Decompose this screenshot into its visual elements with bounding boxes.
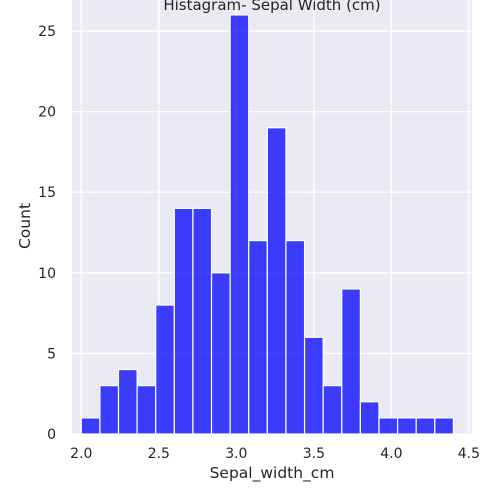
y-tick-label: 10 bbox=[38, 266, 56, 282]
histogram-bars bbox=[80, 14, 454, 435]
histogram-bar bbox=[359, 401, 380, 435]
histogram-bar bbox=[378, 417, 399, 435]
x-tick-label: 2.0 bbox=[70, 446, 92, 462]
y-tick-label: 5 bbox=[47, 346, 56, 362]
chart-title: Histagram- Sepal Width (cm) bbox=[163, 0, 380, 14]
y-tick-label: 0 bbox=[47, 427, 56, 443]
x-tick-label: 2.5 bbox=[148, 446, 170, 462]
x-tick-label: 3.0 bbox=[225, 446, 247, 462]
histogram-bar bbox=[136, 385, 157, 435]
y-axis-label: Count bbox=[16, 203, 34, 249]
histogram-bar bbox=[99, 385, 120, 435]
histogram-bar bbox=[322, 385, 343, 435]
y-tick-label: 20 bbox=[38, 105, 56, 121]
histogram-bar bbox=[80, 417, 101, 435]
y-tick-label: 15 bbox=[38, 185, 56, 201]
histogram-bar bbox=[210, 272, 231, 435]
x-axis-label: Sepal_width_cm bbox=[210, 464, 335, 483]
histogram-bar bbox=[434, 417, 454, 435]
histogram-bar bbox=[396, 417, 417, 435]
histogram-bar bbox=[192, 207, 213, 435]
histogram-bar bbox=[266, 127, 287, 435]
histogram-bar bbox=[155, 304, 175, 435]
histogram-bar bbox=[285, 239, 306, 435]
x-tick-label: 4.0 bbox=[380, 446, 402, 462]
histogram-bar bbox=[173, 207, 194, 435]
histogram-bar bbox=[415, 417, 436, 435]
histogram-bar bbox=[117, 368, 138, 435]
x-tick-label: 3.5 bbox=[303, 446, 325, 462]
y-tick-label: 25 bbox=[38, 24, 56, 40]
histogram-bar bbox=[229, 14, 250, 435]
x-tick-labels: 2.0 2.5 3.0 3.5 4.0 4.5 bbox=[70, 446, 480, 462]
histogram-bar bbox=[303, 336, 324, 435]
y-tick-labels: 0 5 10 15 20 25 bbox=[38, 24, 56, 443]
histogram-bar bbox=[248, 239, 268, 435]
x-tick-label: 4.5 bbox=[458, 446, 480, 462]
histogram-bar bbox=[341, 288, 361, 435]
